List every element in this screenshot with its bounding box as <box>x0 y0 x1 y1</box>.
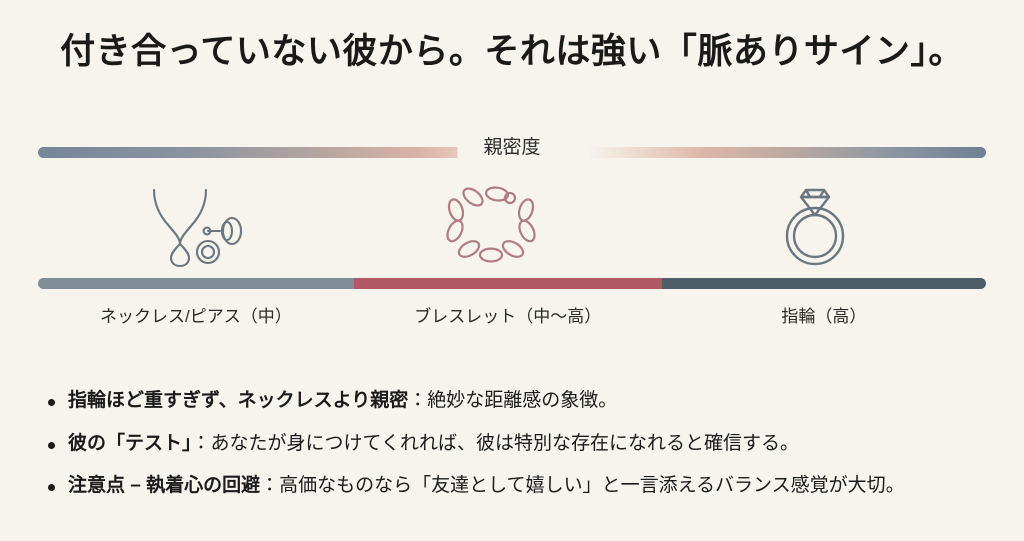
necklace-earrings-icon <box>128 184 246 273</box>
bracelet-icon <box>442 182 540 275</box>
bullet-rest: ：高価なものなら「友達として嬉しい」と一言添えるバランス感覚が大切。 <box>260 475 905 497</box>
page-title: 付き合っていない彼から。それは強い「脈ありサイン」。 <box>60 32 964 71</box>
bullet-rest: ：あなたが身につけてくれれば、彼は特別な存在になれると確信する。 <box>191 432 799 454</box>
caption-ring: 指輪（高） <box>781 307 867 326</box>
bullet-rest: ：絶妙な距離感の象徴。 <box>408 390 618 411</box>
scale-item-bracelet <box>337 180 645 276</box>
diamond-ring-icon <box>775 183 855 274</box>
scale-caption-row: ネックレス/ピアス（中） ブレスレット（中〜高） 指輪（高） <box>38 302 986 336</box>
segment-necklace <box>38 278 354 289</box>
intimacy-axis-label: 親密度 <box>457 136 567 160</box>
bullet-text: 指輪ほど重すぎず、ネックレスより親密：絶妙な距離感の象徴。 <box>68 388 617 414</box>
list-item: 注意点 – 執着心の回避：高価なものなら「友達として嬉しい」と一言添えるバランス… <box>48 473 994 499</box>
segment-bracelet <box>353 278 662 289</box>
title-block: 付き合っていない彼から。それは強い「脈ありサイン」。 <box>0 30 1024 74</box>
caption-bracelet: ブレスレット（中〜高） <box>414 307 602 326</box>
bullet-lead: 彼の「テスト」 <box>68 432 192 454</box>
caption-necklace: ネックレス/ピアス（中） <box>99 307 292 326</box>
bullet-text: 彼の「テスト」：あなたが身につけてくれれば、彼は特別な存在になれると確信する。 <box>68 431 799 457</box>
bullet-dot-icon <box>48 441 55 449</box>
list-item: 彼の「テスト」：あなたが身につけてくれれば、彼は特別な存在になれると確信する。 <box>48 431 994 457</box>
bullet-dot-icon <box>48 484 55 492</box>
bullet-lead: 指輪ほど重すぎず、ネックレスより親密 <box>68 390 409 411</box>
list-item: 指輪ほど重すぎず、ネックレスより親密：絶妙な距離感の象徴。 <box>48 388 994 414</box>
segment-ring <box>661 278 986 289</box>
scale-item-ring <box>645 180 986 276</box>
bullet-dot-icon <box>48 399 55 406</box>
intimacy-scale: 親密度 <box>38 136 986 336</box>
scale-item-necklace <box>38 180 337 276</box>
bullet-text: 注意点 – 執着心の回避：高価なものなら「友達として嬉しい」と一言添えるバランス… <box>68 473 905 499</box>
bullet-lead: 注意点 – 執着心の回避 <box>68 475 261 497</box>
intimacy-gradient-rail-row: 親密度 <box>38 136 986 164</box>
jewelry-icon-row <box>38 180 986 276</box>
intimacy-segment-rail <box>38 278 986 289</box>
insight-bullet-list: 指輪ほど重すぎず、ネックレスより親密：絶妙な距離感の象徴。 彼の「テスト」：あな… <box>48 388 994 499</box>
